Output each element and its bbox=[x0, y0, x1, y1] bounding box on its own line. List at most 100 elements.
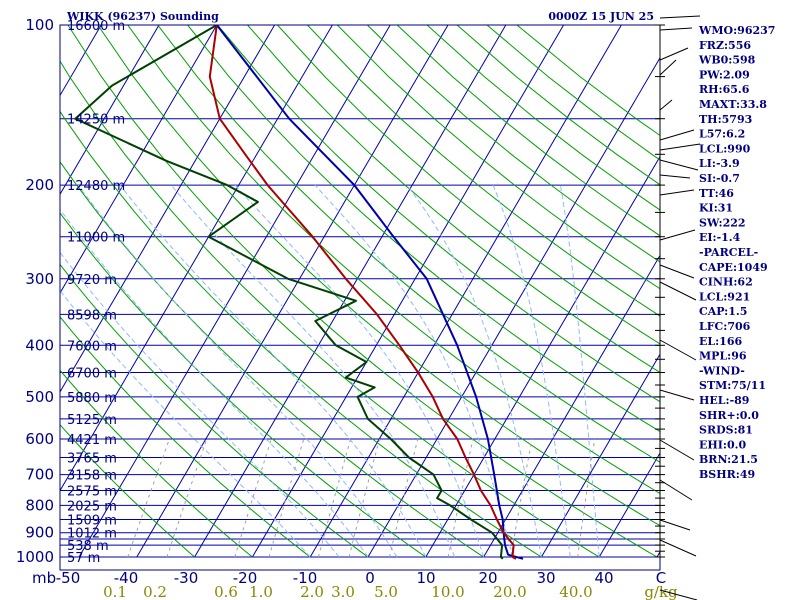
index-value: LCL:921 bbox=[699, 290, 750, 303]
moist-adiabat-line bbox=[234, 184, 485, 558]
moist-adiabat-line bbox=[60, 208, 369, 558]
height-label: 16600 m bbox=[67, 19, 125, 34]
station-title: WIKK (96237) Sounding bbox=[66, 10, 219, 23]
index-value: BRN:21.5 bbox=[699, 453, 758, 466]
wind-barb bbox=[659, 264, 695, 279]
dry-adiabat-line bbox=[366, 25, 660, 263]
index-value: HEL:-89 bbox=[699, 394, 749, 407]
dry-adiabat-line bbox=[336, 25, 660, 290]
mixing-ratio-labels: 0.1 0.2 0.6 1.0 2.0 3.0 5.0 10.0 20.0 40.0 g/kg bbox=[103, 583, 678, 600]
index-value: KI:31 bbox=[699, 202, 733, 215]
temperature-axis-labels: -50 -40 -30 -20 -10 0 10 20 30 40 C bbox=[56, 569, 666, 587]
index-value: WMO:96237 bbox=[698, 24, 775, 37]
index-value: TT:46 bbox=[699, 187, 734, 200]
index-value: LI:-3.9 bbox=[699, 157, 740, 170]
wind-barb bbox=[659, 174, 691, 179]
index-value: EI:-1.4 bbox=[699, 231, 741, 244]
height-label: 2025 m bbox=[67, 499, 117, 514]
dry-adiabat-line bbox=[60, 316, 311, 558]
index-value: STM:75/11 bbox=[699, 379, 766, 392]
isotherm-line bbox=[251, 25, 565, 558]
height-label: 3765 m bbox=[67, 452, 117, 467]
height-label: 6700 m bbox=[67, 367, 117, 382]
mixing-ratio-tick-label: 2.0 bbox=[300, 583, 324, 600]
temperature-tick-label: -30 bbox=[174, 569, 199, 587]
pressure-tick-label: 200 bbox=[25, 176, 54, 194]
isotherm-line bbox=[60, 25, 160, 196]
wind-barb bbox=[659, 479, 693, 501]
wind-barb bbox=[659, 59, 677, 76]
temperature-tick-label: 10 bbox=[416, 569, 435, 587]
isotherm-line bbox=[60, 25, 333, 492]
mixing-ratio-line bbox=[166, 438, 208, 558]
dry-adiabat-line bbox=[217, 25, 660, 403]
mixing-ratio-line bbox=[577, 438, 596, 558]
mixing-ratio-tick-label: 1.0 bbox=[249, 583, 273, 600]
wind-barb bbox=[659, 159, 699, 171]
dry-adiabat-line bbox=[60, 60, 600, 558]
wind-barb bbox=[659, 589, 698, 600]
height-label: 4421 m bbox=[67, 433, 117, 448]
mixing-ratio-line bbox=[268, 438, 305, 558]
index-value: -WIND- bbox=[699, 364, 745, 377]
isotherm-line bbox=[60, 25, 276, 393]
index-value: LCL:990 bbox=[699, 142, 751, 155]
wind-barb bbox=[659, 539, 697, 557]
index-value: EL:166 bbox=[699, 335, 742, 348]
temperature-tick-label: 0 bbox=[365, 569, 375, 587]
height-label: 5880 m bbox=[67, 391, 117, 406]
dry-adiabat-line bbox=[60, 160, 484, 558]
pressure-tick-label: 700 bbox=[25, 466, 54, 484]
wind-barb bbox=[659, 519, 691, 531]
sounding-time: 0000Z 15 JUN 25 bbox=[548, 10, 654, 23]
moist-adiabat-line bbox=[170, 184, 456, 558]
mixing-ratio-line bbox=[127, 438, 170, 558]
isotherm-line bbox=[483, 254, 660, 558]
mixing-ratio-tick-label: 10.0 bbox=[431, 583, 464, 600]
mixing-ratio-line bbox=[234, 438, 272, 558]
isotherm-line bbox=[136, 25, 449, 558]
moist-adiabat-line bbox=[406, 184, 542, 558]
mixing-ratio-line bbox=[447, 438, 474, 558]
temperature-tick-label: -20 bbox=[233, 569, 258, 587]
moist-adiabat-line bbox=[559, 185, 600, 558]
wind-barb bbox=[659, 47, 689, 61]
mixing-ratio-line bbox=[348, 438, 381, 558]
isotherm-line bbox=[309, 25, 622, 558]
dry-adiabat-line bbox=[307, 25, 660, 317]
mixing-ratio-tick-label: 5.0 bbox=[374, 583, 398, 600]
height-label: 8598 m bbox=[67, 308, 117, 323]
index-value: -PARCEL- bbox=[699, 246, 758, 259]
moist-adiabat-line bbox=[314, 184, 513, 558]
mixing-ratio-tick-label: 40.0 bbox=[559, 583, 592, 600]
height-label: 1509 m bbox=[67, 514, 117, 529]
mixing-ratio-tick-label: 0.2 bbox=[143, 583, 167, 600]
temperature-tick-label: -40 bbox=[114, 569, 139, 587]
dry-adiabat-line bbox=[60, 212, 427, 558]
pressure-tick-label: 1000 bbox=[16, 548, 54, 566]
index-value: SI:-0.7 bbox=[699, 172, 740, 185]
moist-adiabat-line bbox=[77, 184, 398, 558]
height-label: 57 m bbox=[67, 551, 100, 566]
index-value: MPL:96 bbox=[699, 350, 747, 363]
pressure-tick-label: 300 bbox=[25, 270, 54, 288]
height-label: 3158 m bbox=[67, 469, 117, 484]
moist-adiabat-line bbox=[60, 251, 340, 558]
dry-adiabat-line bbox=[60, 110, 542, 558]
height-label: 12480 m bbox=[67, 179, 125, 194]
wind-barb bbox=[659, 281, 697, 301]
dry-adiabat-line bbox=[247, 25, 660, 374]
index-value: L57:6.2 bbox=[699, 128, 745, 141]
isotherm-line bbox=[598, 452, 660, 558]
isotherm-line bbox=[78, 25, 391, 558]
moist-adiabat-line bbox=[119, 184, 427, 558]
index-value: PW:2.09 bbox=[699, 68, 750, 81]
height-label: 1012 m bbox=[67, 527, 117, 542]
temperature-tick-label: 40 bbox=[594, 569, 613, 587]
index-value: WB0:598 bbox=[698, 54, 756, 67]
height-label: 7600 m bbox=[67, 339, 117, 354]
index-value: SW:222 bbox=[699, 216, 746, 229]
mixing-ratio-tick-label: 0.1 bbox=[103, 583, 127, 600]
mixing-ratio-tick-label: 3.0 bbox=[331, 583, 355, 600]
